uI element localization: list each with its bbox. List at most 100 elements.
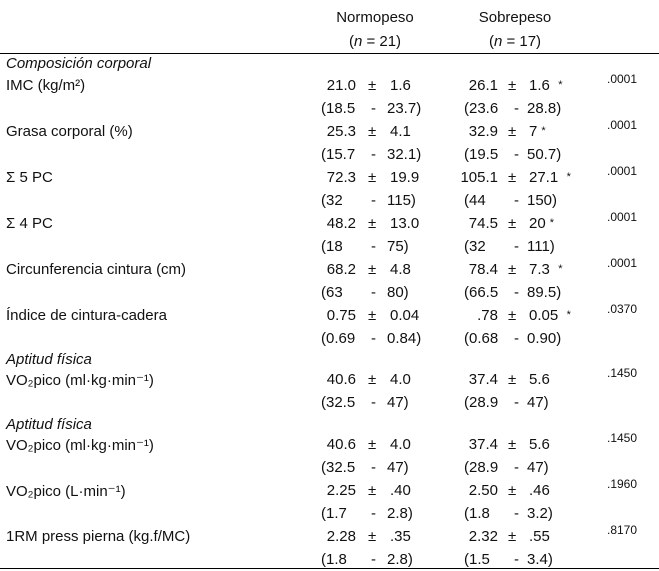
normopeso-sd: 19.9 xyxy=(390,169,420,186)
sobrepeso-sd: 1.6 xyxy=(529,77,550,94)
normopeso-mean: 25.3 xyxy=(326,123,356,140)
normopeso-min: (18.5 xyxy=(321,100,356,117)
header-normopeso-n: (n = 21) xyxy=(348,33,402,50)
plus-minus: ± xyxy=(368,261,377,278)
sobrepeso-sd: 20 xyxy=(529,215,546,232)
normopeso-sd: .40 xyxy=(390,482,411,499)
plus-minus: ± xyxy=(368,528,377,545)
header-normopeso: Normopeso xyxy=(336,9,414,26)
row-label: VO₂pico (ml·kg·min⁻¹) xyxy=(6,372,154,389)
sobrepeso-mean: 74.5 xyxy=(468,215,498,232)
p-value: .1450 xyxy=(607,366,638,380)
range-dash: - xyxy=(514,551,519,568)
sobrepeso-mean: 26.1 xyxy=(468,77,498,94)
bottom-rule xyxy=(0,568,659,569)
sobrepeso-max: 28.8) xyxy=(527,100,562,117)
normopeso-min: (0.69 xyxy=(321,330,356,347)
sobrepeso-mean: 2.50 xyxy=(468,482,498,499)
sobrepeso-mean: 37.4 xyxy=(468,436,498,453)
normopeso-mean: 2.25 xyxy=(326,482,356,499)
sobrepeso-sd: 5.6 xyxy=(529,371,550,388)
sobrepeso-sd: 7 xyxy=(529,123,538,140)
plus-minus: ± xyxy=(368,482,377,499)
sobrepeso-mean: 37.4 xyxy=(468,371,498,388)
normopeso-mean: 48.2 xyxy=(326,215,356,232)
sobrepeso-max: 89.5) xyxy=(527,284,562,301)
normopeso-sd: 1.6 xyxy=(390,77,411,94)
plus-minus: ± xyxy=(368,123,377,140)
header-sobrepeso: Sobrepeso xyxy=(478,9,552,26)
plus-minus: ± xyxy=(508,528,517,545)
row-label: Σ 4 PC xyxy=(6,215,53,232)
normopeso-min: (18 xyxy=(321,238,343,255)
plus-minus: ± xyxy=(368,307,377,324)
row-label: Σ 5 PC xyxy=(6,169,53,186)
sobrepeso-max: 111) xyxy=(527,238,555,255)
p-value: .0370 xyxy=(607,302,638,316)
range-dash: - xyxy=(371,330,376,347)
header-sobrepeso-n: (n = 17) xyxy=(488,33,542,50)
sobrepeso-min: (66.5 xyxy=(464,284,499,301)
normopeso-mean: 0.75 xyxy=(326,307,356,324)
normopeso-mean: 68.2 xyxy=(326,261,356,278)
normopeso-mean: 21.0 xyxy=(326,77,356,94)
sobrepeso-min: (0.68 xyxy=(464,330,499,347)
sobrepeso-max: 3.4) xyxy=(527,551,553,568)
plus-minus: ± xyxy=(368,169,377,186)
plus-minus: ± xyxy=(508,123,517,140)
range-dash: - xyxy=(514,238,519,255)
range-dash: - xyxy=(371,551,376,568)
plus-minus: ± xyxy=(508,77,517,94)
plus-minus: ± xyxy=(508,261,517,278)
sobrepeso-min: (32 xyxy=(464,238,486,255)
plus-minus: ± xyxy=(368,371,377,388)
sobrepeso-min: (23.6 xyxy=(464,100,499,117)
normopeso-min: (1.7 xyxy=(321,505,347,522)
range-dash: - xyxy=(514,100,519,117)
sobrepeso-max: 3.2) xyxy=(527,505,553,522)
normopeso-max: 75) xyxy=(387,238,409,255)
p-value: .0001 xyxy=(607,210,638,224)
sobrepeso-min: (44 xyxy=(464,192,486,209)
significance-star: * xyxy=(549,217,555,229)
sobrepeso-max: 50.7) xyxy=(527,146,562,163)
range-dash: - xyxy=(371,459,376,476)
sobrepeso-max: 0.90) xyxy=(527,330,562,347)
normopeso-mean: 2.28 xyxy=(326,528,356,545)
row-label: Índice de cintura-cadera xyxy=(6,307,167,324)
range-dash: - xyxy=(371,394,376,411)
normopeso-sd: 4.0 xyxy=(390,371,411,388)
normopeso-sd: 13.0 xyxy=(390,215,420,232)
sobrepeso-max: 150) xyxy=(527,192,558,209)
range-dash: - xyxy=(371,146,376,163)
range-dash: - xyxy=(514,505,519,522)
header-rule xyxy=(0,53,659,54)
sobrepeso-min: (1.5 xyxy=(464,551,490,568)
normopeso-mean: 40.6 xyxy=(326,436,356,453)
sobrepeso-mean: 78.4 xyxy=(468,261,498,278)
plus-minus: ± xyxy=(368,436,377,453)
plus-minus: ± xyxy=(368,215,377,232)
sobrepeso-sd: 27.1 xyxy=(529,169,559,186)
sobrepeso-mean: 2.32 xyxy=(468,528,498,545)
section-title: Composición corporal xyxy=(6,55,152,72)
plus-minus: ± xyxy=(508,215,517,232)
range-dash: - xyxy=(514,330,519,347)
plus-minus: ± xyxy=(508,169,517,186)
sobrepeso-sd: 5.6 xyxy=(529,436,550,453)
section-title: Aptitud física xyxy=(6,416,92,433)
row-label: 1RM press pierna (kg.f/MC) xyxy=(6,528,191,545)
range-dash: - xyxy=(371,505,376,522)
range-dash: - xyxy=(371,238,376,255)
normopeso-max: 80) xyxy=(387,284,409,301)
row-label: Circunferencia cintura (cm) xyxy=(6,261,187,278)
range-dash: - xyxy=(371,100,376,117)
sobrepeso-min: (1.8 xyxy=(464,505,490,522)
sobrepeso-sd: 0.05 xyxy=(529,307,559,324)
normopeso-sd: 4.1 xyxy=(390,123,411,140)
p-value: .0001 xyxy=(607,72,638,86)
normopeso-min: (63 xyxy=(321,284,343,301)
plus-minus: ± xyxy=(508,482,517,499)
p-value: .0001 xyxy=(607,256,638,270)
sobrepeso-max: 47) xyxy=(527,459,549,476)
